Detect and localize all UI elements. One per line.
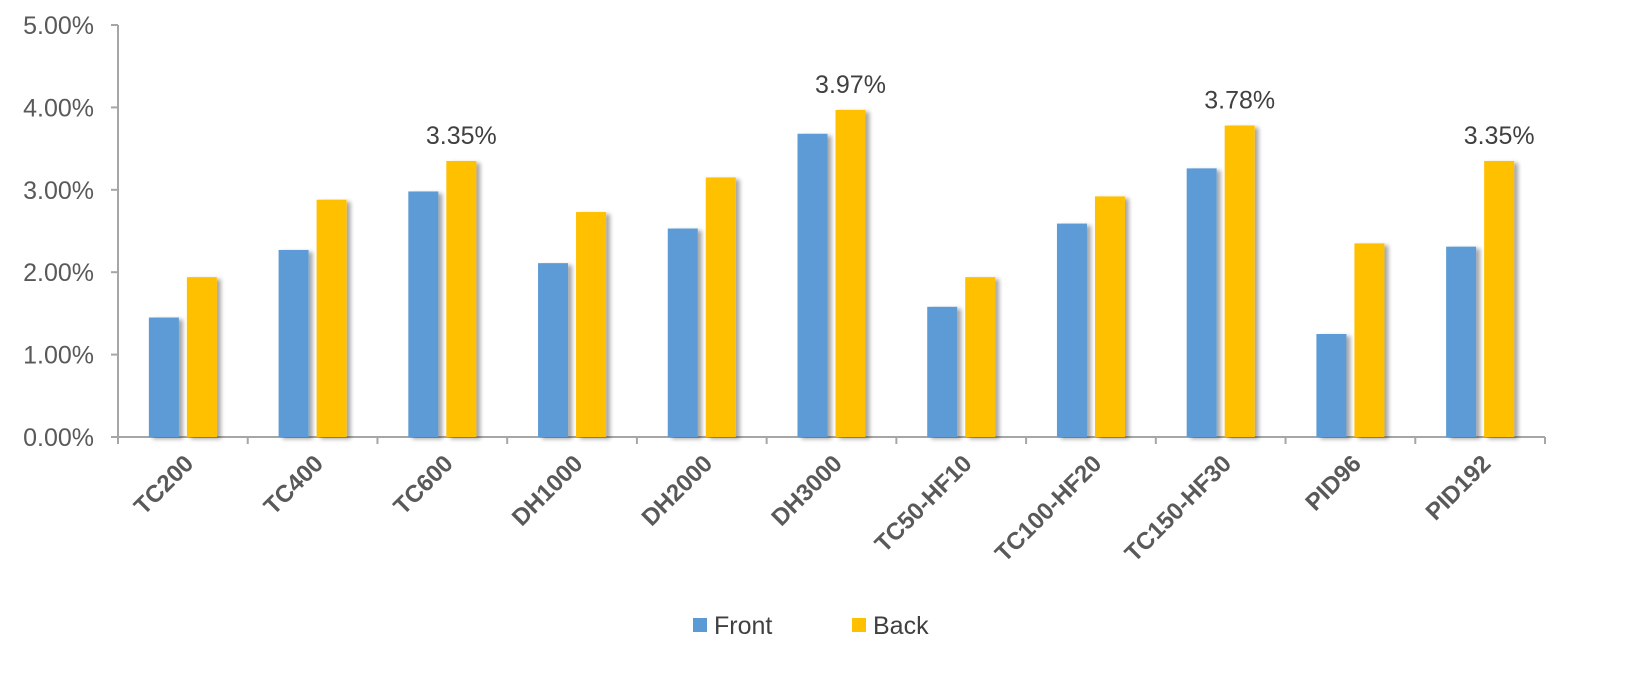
bar-front-pid96 [1316,334,1347,437]
legend: Front Back [693,612,929,640]
x-tick-label: DH3000 [766,450,847,531]
x-tick-label: TC150-HF30 [1120,450,1237,567]
y-tick-label: 3.00% [23,177,94,205]
bar-front-tc50-hf10 [927,306,958,437]
legend-swatch-back [852,618,866,632]
legend-label-front: Front [714,612,772,640]
bar-back-dh1000 [576,212,607,437]
x-tick-label: TC100-HF20 [990,450,1107,567]
x-tick-label: TC400 [259,450,329,520]
x-tick-label: TC200 [129,450,199,520]
bar-back-tc150-hf30 [1224,125,1255,437]
x-tick-label: TC50-HF10 [870,450,978,558]
bar-back-dh2000 [705,177,736,437]
data-labels: 3.35% 3.97% 3.78% 3.35% [426,71,1535,150]
data-label: 3.35% [426,122,497,150]
y-tick-label: 2.00% [23,259,94,287]
bar-front-dh3000 [797,133,828,437]
x-axis: TC200 TC400 TC600 DH1000 DH2000 DH3000 TC50-HF… [117,436,1546,567]
data-label: 3.35% [1464,122,1535,150]
y-tick-label: 4.00% [23,94,94,122]
bar-back-tc600 [446,160,477,437]
bar-back-pid192 [1484,160,1515,437]
data-label: 3.78% [1204,87,1275,115]
y-tick-label: 1.00% [23,342,94,370]
bar-back-tc50-hf10 [965,277,996,437]
bar-front-tc100-hf20 [1056,223,1087,437]
y-axis: 0.00% 1.00% 2.00% 3.00% 4.00% 5.00% [23,12,119,452]
legend-swatch-front [693,618,707,632]
bar-front-pid192 [1446,246,1477,437]
x-tick-label: TC600 [389,450,459,520]
x-tick-label: PID192 [1421,450,1497,526]
y-tick-label: 5.00% [23,12,94,40]
data-label: 3.97% [815,71,886,99]
legend-label-back: Back [873,612,929,640]
bar-front-tc150-hf30 [1186,168,1217,437]
bar-front-dh2000 [667,228,698,437]
bar-back-pid96 [1354,243,1385,437]
x-tick-label: DH2000 [637,450,718,531]
bar-back-tc100-hf20 [1094,196,1125,437]
bar-back-tc400 [316,199,347,437]
bar-front-dh1000 [538,263,569,437]
x-tick-label: DH1000 [507,450,588,531]
bar-back-tc200 [186,277,217,437]
bar-front-tc200 [148,317,179,437]
bar-front-tc600 [408,191,439,437]
y-tick-label: 0.00% [23,424,94,452]
bars [148,109,1515,437]
bar-back-dh3000 [835,109,866,437]
bar-front-tc400 [278,249,309,437]
x-tick-label: PID96 [1300,450,1366,516]
